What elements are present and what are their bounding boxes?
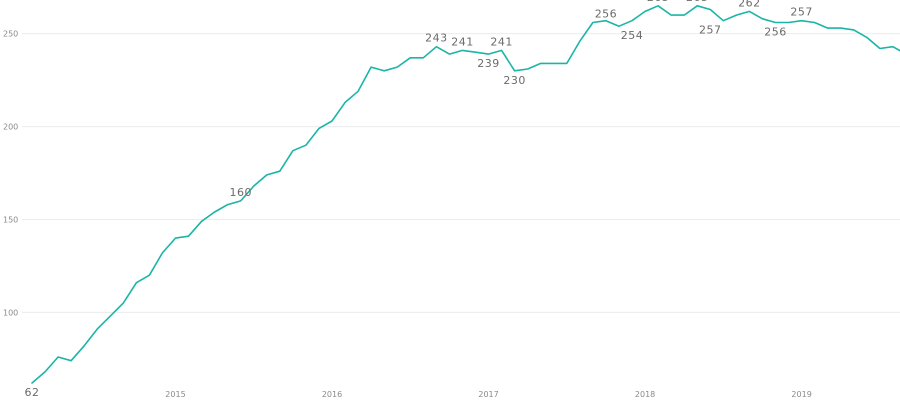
y-tick-label: 250	[3, 30, 18, 39]
data-label: 262	[738, 0, 761, 9]
data-label: 257	[790, 6, 813, 19]
series-line	[31, 5, 900, 384]
series	[31, 5, 900, 384]
data-label: 160	[229, 186, 252, 199]
data-label: 256	[764, 26, 787, 39]
data-label: 254	[621, 29, 644, 42]
x-tick-label: 2018	[635, 390, 655, 399]
data-label: 256	[595, 8, 618, 21]
y-tick-label: 200	[3, 123, 18, 132]
data-label: 241	[451, 35, 474, 48]
gridlines	[22, 33, 900, 313]
x-tick-label: 2015	[165, 390, 185, 399]
y-tick-label: 150	[3, 215, 18, 224]
data-label: 265	[647, 0, 670, 4]
x-tick-label: 2017	[478, 390, 498, 399]
data-label: 230	[503, 74, 526, 87]
x-axis: 2015 2016 2017 2018 2019	[165, 390, 811, 399]
y-axis: 100 150 200 250	[3, 30, 18, 318]
y-tick-label: 100	[3, 308, 18, 317]
data-label: 239	[477, 57, 500, 70]
data-label: 241	[490, 35, 513, 48]
x-tick-label: 2016	[322, 390, 342, 399]
data-label: 62	[25, 386, 40, 399]
data-label: 265	[686, 0, 709, 4]
data-labels: 6216024324123924123025625426526525726225…	[25, 0, 813, 399]
data-label: 257	[699, 24, 722, 37]
x-tick-label: 2019	[791, 390, 811, 399]
data-label: 243	[425, 32, 448, 45]
